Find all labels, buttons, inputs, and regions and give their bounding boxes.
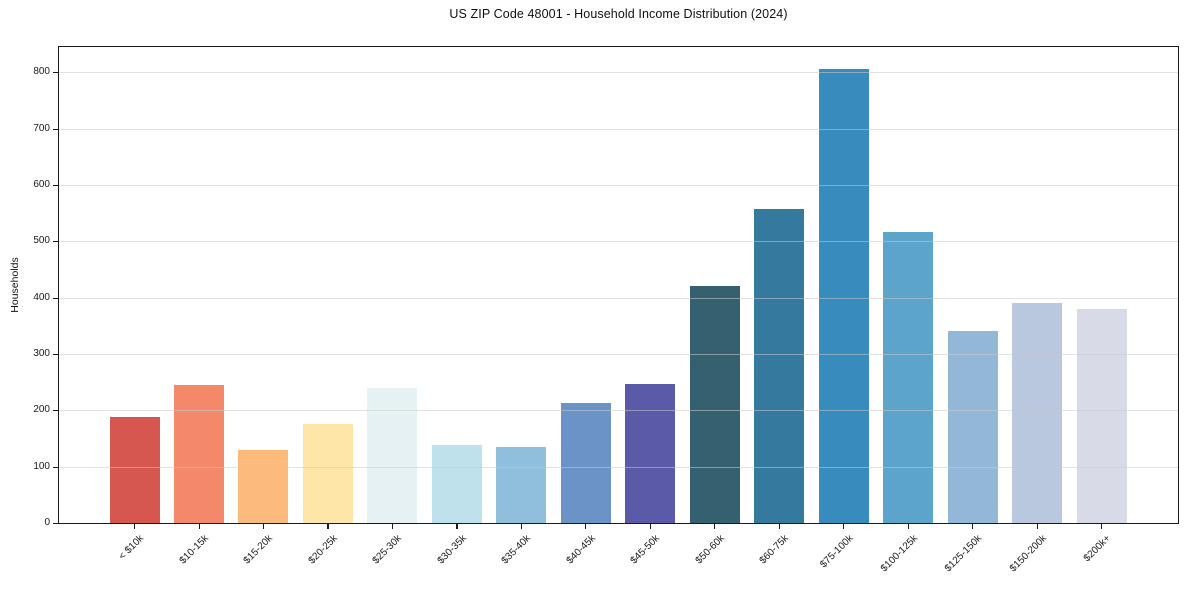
bar bbox=[818, 69, 869, 523]
y-tick-mark bbox=[53, 297, 58, 299]
gridline bbox=[59, 297, 1178, 299]
x-tick-mark bbox=[585, 524, 587, 529]
bar bbox=[173, 385, 224, 523]
x-tick-mark bbox=[262, 524, 265, 529]
gridline bbox=[59, 241, 1178, 243]
x-tick-label-text: $45-50k bbox=[628, 533, 663, 567]
y-tick-mark bbox=[53, 128, 58, 130]
x-tick-mark bbox=[198, 524, 200, 529]
x-tick-label-text: $20-25k bbox=[306, 533, 340, 567]
bar bbox=[238, 449, 289, 523]
x-tick-mark bbox=[327, 524, 329, 529]
x-tick-mark bbox=[714, 524, 716, 529]
x-tick-mark bbox=[520, 524, 522, 529]
y-tick-mark bbox=[53, 354, 58, 355]
x-tick-label-text: $60-75k bbox=[757, 533, 791, 567]
y-tick-label: 400 bbox=[33, 291, 50, 303]
x-tick-label-text: $100-125k bbox=[878, 533, 920, 575]
bar bbox=[109, 417, 160, 523]
x-tick-label-text: $25-30k bbox=[370, 533, 405, 567]
bar bbox=[754, 209, 805, 523]
bar bbox=[560, 402, 611, 523]
y-tick-mark bbox=[53, 185, 58, 186]
x-tick-mark bbox=[972, 524, 974, 529]
x-tick-mark bbox=[134, 524, 136, 529]
y-tick-label: 600 bbox=[33, 179, 50, 190]
gridline bbox=[59, 72, 1178, 74]
x-tick-mark bbox=[1101, 524, 1103, 529]
bar bbox=[302, 423, 353, 523]
x-tick-mark bbox=[649, 524, 651, 529]
gridline bbox=[59, 410, 1178, 412]
bar bbox=[431, 445, 482, 523]
x-tick-label-text: $35-40k bbox=[499, 533, 534, 567]
x-tick-label-text: $75-100k bbox=[818, 533, 856, 571]
gridline bbox=[59, 466, 1178, 468]
x-tick-label-text: < $10k bbox=[117, 533, 147, 563]
gridline bbox=[59, 185, 1178, 186]
y-axis-label: Households bbox=[9, 257, 21, 313]
y-tick-label: 500 bbox=[33, 235, 50, 247]
y-tick-mark bbox=[53, 523, 58, 524]
bar bbox=[689, 286, 740, 523]
x-tick-mark bbox=[778, 524, 780, 529]
y-tick-label: 700 bbox=[33, 122, 50, 134]
gridline bbox=[59, 354, 1178, 355]
x-tick-mark bbox=[456, 524, 458, 529]
x-tick-label-text: $15-20k bbox=[241, 533, 276, 567]
x-tick-label-text: $50-60k bbox=[693, 533, 727, 567]
x-tick-label-text: $30-35k bbox=[435, 533, 469, 567]
y-tick-label: 100 bbox=[33, 460, 50, 472]
x-tick-label-text: $200k+ bbox=[1082, 533, 1114, 565]
y-tick-mark bbox=[53, 466, 58, 468]
bar bbox=[496, 447, 547, 523]
x-tick-label-text: $10-15k bbox=[177, 533, 211, 567]
gridline bbox=[59, 128, 1178, 130]
bar bbox=[367, 387, 418, 523]
x-tick-mark bbox=[843, 524, 845, 529]
x-tick-label-text: $150-200k bbox=[1007, 533, 1049, 575]
y-tick-label: 800 bbox=[33, 66, 50, 78]
y-tick-label: 0 bbox=[44, 517, 50, 528]
bar bbox=[947, 330, 998, 523]
bar bbox=[1076, 308, 1127, 523]
y-tick-mark bbox=[53, 241, 58, 243]
x-tick-mark bbox=[391, 524, 394, 529]
y-tick-mark bbox=[53, 410, 58, 412]
bar bbox=[1012, 303, 1063, 523]
x-tick-label-text: $40-45k bbox=[564, 533, 598, 567]
bar bbox=[625, 384, 676, 523]
plot-area bbox=[58, 46, 1179, 524]
y-tick-label: 300 bbox=[33, 348, 50, 359]
bar bbox=[883, 232, 934, 523]
x-tick-label-text: $125-150k bbox=[943, 533, 985, 575]
x-tick-mark bbox=[1036, 524, 1038, 529]
x-tick-mark bbox=[907, 524, 909, 529]
chart-title: US ZIP Code 48001 - Household Income Dis… bbox=[449, 7, 788, 21]
y-tick-label: 200 bbox=[33, 404, 50, 416]
y-tick-mark bbox=[53, 72, 58, 74]
